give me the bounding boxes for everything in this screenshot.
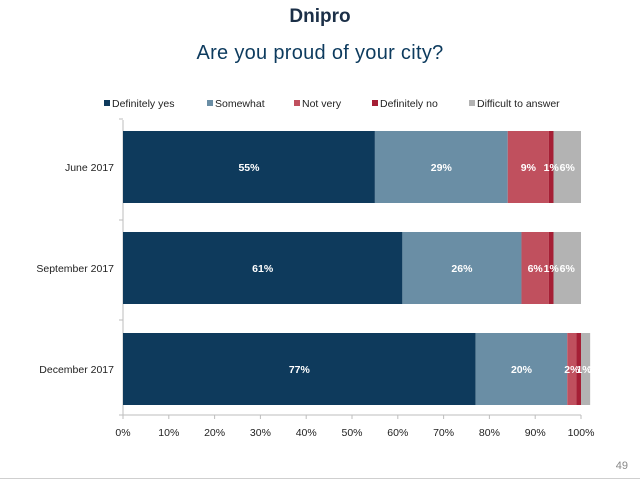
x-tick-label: 0% <box>115 427 130 439</box>
legend-label-1: Definitely yes <box>112 98 174 110</box>
data-label: 2% <box>589 364 605 376</box>
data-label: 9% <box>521 162 537 174</box>
category-label: June 2017 <box>65 162 114 174</box>
data-label: 55% <box>238 162 260 174</box>
x-tick-label: 80% <box>479 427 500 439</box>
data-label: 61% <box>252 263 274 275</box>
bar-segment-somewhat <box>402 232 522 304</box>
data-label: 1% <box>576 364 592 376</box>
bar-segment-somewhat <box>374 131 508 203</box>
data-label: 77% <box>289 364 311 376</box>
bar-segment-definitely-yes <box>123 232 403 304</box>
data-label: 1% <box>544 162 560 174</box>
bar-segment-not-very <box>521 232 549 304</box>
bar-segment-definitely-no <box>548 232 554 304</box>
bar-segment-definitely-yes <box>123 131 375 203</box>
x-tick-label: 90% <box>525 427 546 439</box>
data-label: 20% <box>511 364 533 376</box>
legend-label-4: Definitely no <box>380 98 438 110</box>
x-tick-label: 10% <box>158 427 179 439</box>
data-label: 6% <box>528 263 544 275</box>
bar-segment-difficult-to-answer <box>553 232 581 304</box>
page-subtitle: Are you proud of your city? <box>196 42 444 64</box>
bar-segment-not-very <box>507 131 549 203</box>
x-tick-label: 100% <box>568 427 595 439</box>
legend-label-5: Difficult to answer <box>477 98 560 110</box>
data-label: 1% <box>544 263 560 275</box>
legend-swatch-1 <box>104 100 110 106</box>
x-tick-label: 50% <box>341 427 362 439</box>
legend-label-3: Not very <box>302 98 342 110</box>
data-label: 26% <box>451 263 473 275</box>
x-tick-label: 40% <box>296 427 317 439</box>
legend-swatch-4 <box>372 100 378 106</box>
bar-segment-definitely-yes <box>123 333 476 405</box>
legend-swatch-3 <box>294 100 300 106</box>
bar-segment-not-very <box>567 333 577 405</box>
bar-segment-somewhat <box>475 333 568 405</box>
legend-label-2: Somewhat <box>215 98 265 110</box>
bar-segment-definitely-no <box>548 131 554 203</box>
data-label: 2% <box>564 364 580 376</box>
data-label: 6% <box>560 162 576 174</box>
bar-segment-difficult-to-answer <box>553 131 581 203</box>
x-tick-label: 20% <box>204 427 225 439</box>
x-tick-label: 60% <box>387 427 408 439</box>
legend-swatch-2 <box>207 100 213 106</box>
legend-swatch-5 <box>469 100 475 106</box>
bar-segment-definitely-no <box>576 333 581 405</box>
bar-segment-difficult-to-answer <box>581 333 591 405</box>
page-title: Dnipro <box>289 6 351 27</box>
data-label: 29% <box>431 162 453 174</box>
data-label: 6% <box>560 263 576 275</box>
x-tick-label: 70% <box>433 427 454 439</box>
x-tick-label: 30% <box>250 427 271 439</box>
page-number: 49 <box>615 460 628 472</box>
category-label: December 2017 <box>39 364 114 376</box>
footer-divider <box>0 478 640 479</box>
category-label: September 2017 <box>36 263 114 275</box>
